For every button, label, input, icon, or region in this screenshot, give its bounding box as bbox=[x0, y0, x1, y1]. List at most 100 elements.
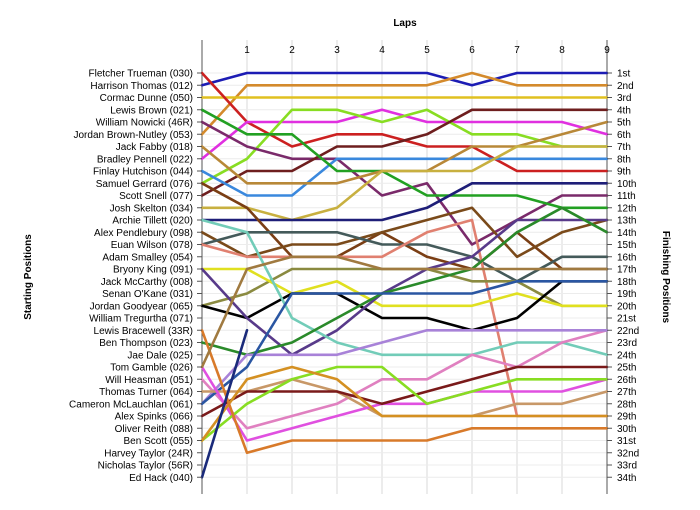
starting-position-label: Alex Spinks (066) bbox=[115, 412, 193, 423]
starting-position-label: Harrison Thomas (012) bbox=[90, 81, 193, 92]
starting-position-label: William Nowicki (46R) bbox=[96, 118, 193, 129]
finishing-position-label: 16th bbox=[617, 252, 636, 263]
y-axis-title-left: Starting Positions bbox=[23, 234, 34, 320]
series-line-7 bbox=[200, 120, 609, 246]
lap-tick-label: 2 bbox=[289, 45, 295, 56]
starting-position-label: Adam Smalley (054) bbox=[102, 252, 193, 263]
series-line-1 bbox=[200, 71, 609, 87]
finishing-position-label: 23rd bbox=[617, 338, 637, 349]
starting-position-label: Archie Tillett (020) bbox=[112, 216, 193, 227]
starting-position-label: Harvey Taylor (24R) bbox=[104, 448, 193, 459]
gridlines bbox=[202, 40, 608, 494]
lap-tick-label: 9 bbox=[604, 45, 610, 56]
series-line-22 bbox=[200, 218, 609, 357]
finishing-position-label: 5th bbox=[617, 118, 631, 129]
series-line-34 bbox=[200, 255, 609, 369]
finishing-position-label: 14th bbox=[617, 228, 636, 239]
series-line-9 bbox=[200, 157, 609, 197]
starting-position-label: Ben Scott (055) bbox=[124, 436, 193, 447]
finishing-position-label: 19th bbox=[617, 289, 636, 300]
starting-position-label: Tom Gamble (026) bbox=[110, 363, 193, 374]
finishing-position-label: 29th bbox=[617, 412, 636, 423]
starting-position-label: Nicholas Taylor (56R) bbox=[98, 461, 193, 472]
finishing-position-label: 27th bbox=[617, 387, 636, 398]
finishing-position-label: 28th bbox=[617, 399, 636, 410]
finishing-position-label: 1st bbox=[617, 69, 631, 80]
series-line-31 bbox=[200, 365, 609, 442]
starting-position-label: Bradley Pennell (022) bbox=[97, 154, 193, 165]
starting-position-labels: Fletcher Trueman (030)Harrison Thomas (0… bbox=[69, 69, 202, 484]
plot-frame bbox=[201, 40, 608, 494]
finishing-position-label: 31st bbox=[617, 436, 636, 447]
x-axis-title: Laps bbox=[393, 18, 417, 29]
starting-position-label: William Tregurtha (071) bbox=[89, 314, 193, 325]
finishing-position-label: 17th bbox=[617, 265, 636, 276]
lap-tick-label: 3 bbox=[334, 45, 340, 56]
series-line-13 bbox=[200, 182, 609, 222]
finishing-position-label: 10th bbox=[617, 179, 636, 190]
starting-position-label: Lewis Bracewell (33R) bbox=[94, 326, 193, 337]
lap-tick-label: 8 bbox=[559, 45, 565, 56]
series-line-33 bbox=[200, 328, 249, 479]
starting-position-label: Ben Thompson (023) bbox=[99, 338, 193, 349]
finishing-position-label: 18th bbox=[617, 277, 636, 288]
starting-position-label: Alex Pendlebury (098) bbox=[94, 228, 193, 239]
lap-tick-label: 1 bbox=[244, 45, 250, 56]
starting-position-label: Cameron McLauchlan (061) bbox=[69, 399, 193, 410]
finishing-position-label: 6th bbox=[617, 130, 631, 141]
starting-position-label: Jack Fabby (018) bbox=[116, 142, 193, 153]
starting-position-label: Jae Dale (025) bbox=[127, 350, 193, 361]
series-line-23 bbox=[200, 328, 609, 430]
lap-tick-labels: 1 2 3 4 5 6 7 8 9 bbox=[244, 45, 610, 56]
lap-tick-label: 7 bbox=[514, 45, 520, 56]
starting-position-label: Bryony King (091) bbox=[113, 265, 193, 276]
series-line-8 bbox=[200, 108, 609, 197]
y-axis-title-right: Finishing Positions bbox=[660, 231, 671, 324]
starting-position-label: Fletcher Trueman (030) bbox=[89, 69, 194, 80]
finishing-position-label: 7th bbox=[617, 142, 631, 153]
starting-position-label: Scott Snell (077) bbox=[119, 191, 193, 202]
lap-tick-label: 5 bbox=[424, 45, 430, 56]
series-lines bbox=[200, 71, 609, 479]
finishing-position-label: 20th bbox=[617, 301, 636, 312]
series-line-26 bbox=[200, 279, 609, 406]
lap-tick-label: 6 bbox=[469, 45, 475, 56]
finishing-position-label: 9th bbox=[617, 167, 631, 178]
starting-position-label: Josh Skelton (034) bbox=[110, 203, 193, 214]
starting-position-label: Jack McCarthy (008) bbox=[101, 277, 193, 288]
starting-position-label: Oliver Reith (088) bbox=[115, 424, 193, 435]
starting-position-label: Jordan Brown-Nutley (053) bbox=[74, 130, 194, 141]
series-line-15 bbox=[200, 206, 609, 259]
starting-position-label: Euan Wilson (078) bbox=[111, 240, 193, 251]
finishing-position-label: 3rd bbox=[617, 93, 631, 104]
starting-position-label: Finlay Hutchison (044) bbox=[93, 167, 193, 178]
starting-position-label: Thomas Turner (064) bbox=[99, 387, 193, 398]
finishing-position-label: 15th bbox=[617, 240, 636, 251]
series-line-25 bbox=[200, 328, 609, 406]
starting-position-label: Ed Hack (040) bbox=[129, 473, 193, 484]
starting-position-label: Senan O'Kane (031) bbox=[102, 289, 193, 300]
finishing-position-label: 13th bbox=[617, 216, 636, 227]
lap-tick-label: 4 bbox=[379, 45, 385, 56]
starting-position-label: Will Heasman (051) bbox=[105, 375, 193, 386]
finishing-position-label: 24th bbox=[617, 350, 636, 361]
series-line-32 bbox=[200, 328, 609, 455]
starting-position-label: Cormac Dunne (050) bbox=[100, 93, 193, 104]
finishing-position-label: 12th bbox=[617, 203, 636, 214]
series-line-24 bbox=[200, 206, 609, 357]
finishing-position-label: 21st bbox=[617, 314, 636, 325]
starting-position-label: Lewis Brown (021) bbox=[110, 105, 193, 116]
finishing-position-label: 8th bbox=[617, 154, 631, 165]
finishing-position-label: 22nd bbox=[617, 326, 639, 337]
finishing-position-label: 25th bbox=[617, 363, 636, 374]
starting-position-label: Jordan Goodyear (065) bbox=[90, 301, 193, 312]
starting-position-label: Samuel Gerrard (076) bbox=[96, 179, 193, 190]
finishing-position-label: 30th bbox=[617, 424, 636, 435]
finishing-position-label: 34th bbox=[617, 473, 636, 484]
series-line-20 bbox=[200, 279, 609, 332]
finishing-position-label: 32nd bbox=[617, 448, 639, 459]
series-line-28 bbox=[200, 365, 609, 442]
finishing-position-label: 26th bbox=[617, 375, 636, 386]
